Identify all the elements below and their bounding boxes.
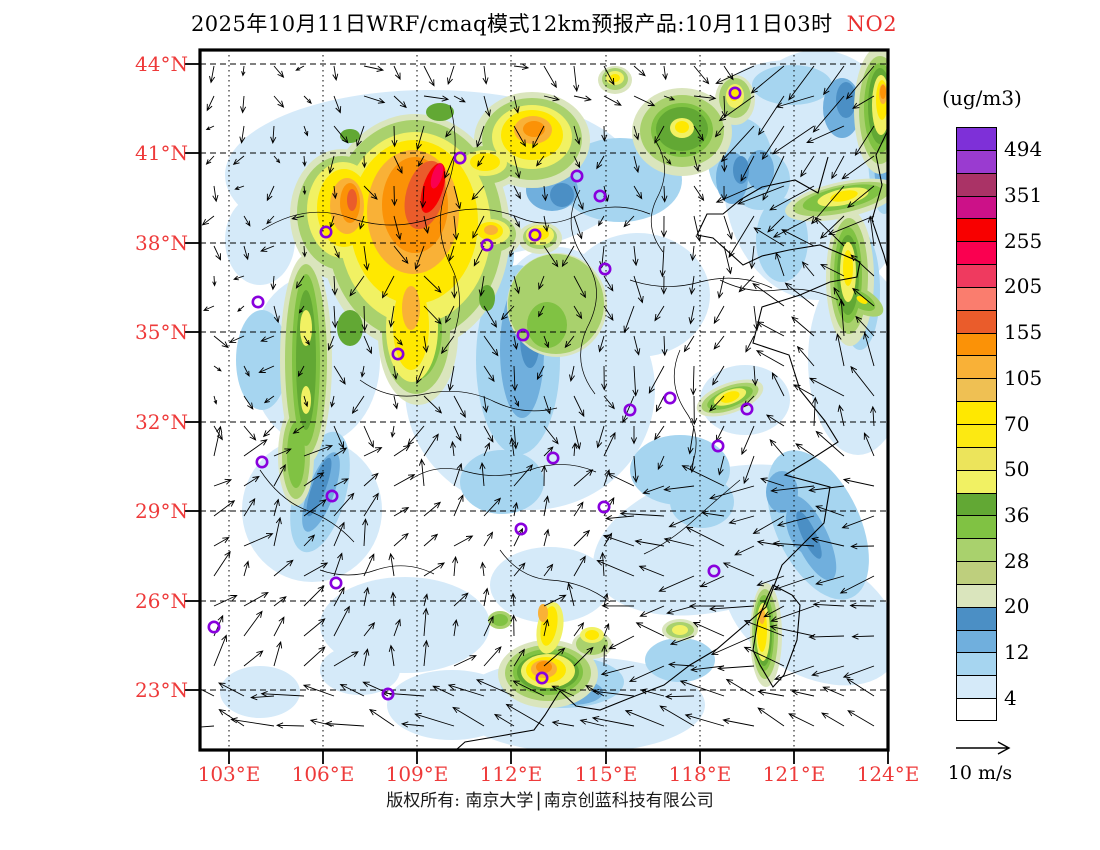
colorbar-tick-label: 20 [1004, 594, 1030, 619]
colorbar-cell [956, 287, 997, 311]
colorbar-cell [956, 561, 997, 585]
map-frame [198, 48, 890, 752]
colorbar-tick-label: 70 [1004, 411, 1030, 436]
map-area [185, 48, 890, 764]
colorbar-cell [956, 584, 997, 608]
colorbar-cell [956, 218, 997, 242]
colorbar-tick-label: 255 [1004, 228, 1043, 253]
colorbar-tick-label: 205 [1004, 274, 1043, 299]
lat-tick-label: 32°N [135, 410, 188, 434]
colorbar-cell [956, 355, 997, 379]
colorbar-cell [956, 310, 997, 334]
plot-title: 2025年10月11日WRF/cmaq模式12km预报产品:10月11日03时 N… [0, 8, 1088, 38]
wind-reference-label: 10 m/s [947, 762, 1013, 784]
wind-vectors [201, 64, 877, 729]
wind-reference-arrow-icon [956, 741, 1011, 755]
colorbar-cell [956, 493, 997, 516]
colorbar-cell [956, 515, 997, 539]
colorbar-unit-label: (ug/m3) [942, 86, 1022, 110]
lon-tick-label: 106°E [291, 762, 355, 786]
copyright-owner: 版权所有: 南京大学 [386, 791, 534, 811]
plot-title-main: 2025年10月11日WRF/cmaq模式12km预报产品:10月11日03时 [190, 12, 833, 36]
colorbar-cell [956, 333, 997, 356]
colorbar-cell [956, 424, 997, 448]
colorbar-tick-label: 494 [1004, 137, 1043, 162]
station-markers [207, 86, 754, 701]
lon-tick-label: 124°E [856, 762, 920, 786]
colorbar-cell [956, 196, 997, 219]
colorbar-cell [956, 150, 997, 174]
colorbar-cell [956, 378, 997, 402]
colorbar [956, 127, 997, 721]
lon-tick-label: 103°E [197, 762, 261, 786]
colorbar-cell [956, 538, 997, 562]
lon-tick-label: 115°E [574, 762, 638, 786]
lat-tick-label: 29°N [135, 499, 188, 523]
copyright-footer: 版权所有: 南京大学 | 南京创蓝科技有限公司 [0, 786, 1100, 811]
colorbar-cell [956, 630, 997, 653]
lat-tick-label: 41°N [135, 141, 188, 165]
colorbar-tick-label: 105 [1004, 365, 1043, 390]
colorbar-cell [956, 127, 997, 151]
colorbar-cell [956, 173, 997, 197]
axis-ticks [185, 63, 889, 764]
colorbar-cell [956, 470, 997, 494]
lat-tick-label: 26°N [135, 589, 188, 613]
lat-tick-label: 35°N [135, 320, 188, 344]
lat-tick-label: 38°N [135, 231, 188, 255]
province-boundaries [259, 104, 839, 603]
copyright-divider: | [535, 789, 542, 811]
colorbar-tick-label: 4 [1004, 685, 1017, 710]
lat-tick-label: 44°N [135, 52, 188, 76]
colorbar-cell [956, 447, 997, 471]
colorbar-cell [956, 652, 997, 676]
colorbar-cell [956, 607, 997, 631]
lon-tick-label: 118°E [668, 762, 732, 786]
colorbar-tick-label: 155 [1004, 320, 1043, 345]
map-svg [185, 48, 890, 764]
colorbar-tick-label: 351 [1004, 183, 1043, 208]
wind-reference: 10 m/s [938, 736, 1038, 788]
lon-tick-label: 121°E [762, 762, 826, 786]
graticule [201, 51, 887, 749]
colorbar-tick-label: 28 [1004, 548, 1030, 573]
coastline [456, 131, 887, 749]
colorbar-cell [956, 675, 997, 699]
colorbar-tick-label: 36 [1004, 502, 1030, 527]
colorbar-cell [956, 241, 997, 265]
copyright-company: 南京创蓝科技有限公司 [543, 791, 714, 811]
colorbar-tick-label: 50 [1004, 457, 1030, 482]
lon-tick-label: 109°E [385, 762, 449, 786]
colorbar-tick-label: 12 [1004, 639, 1030, 664]
colorbar-cell [956, 401, 997, 425]
colorbar-cell [956, 264, 997, 288]
colorbar-cell [956, 698, 997, 721]
plot-title-species: NO2 [846, 12, 898, 36]
lon-tick-label: 112°E [479, 762, 543, 786]
lat-tick-label: 23°N [135, 678, 188, 702]
